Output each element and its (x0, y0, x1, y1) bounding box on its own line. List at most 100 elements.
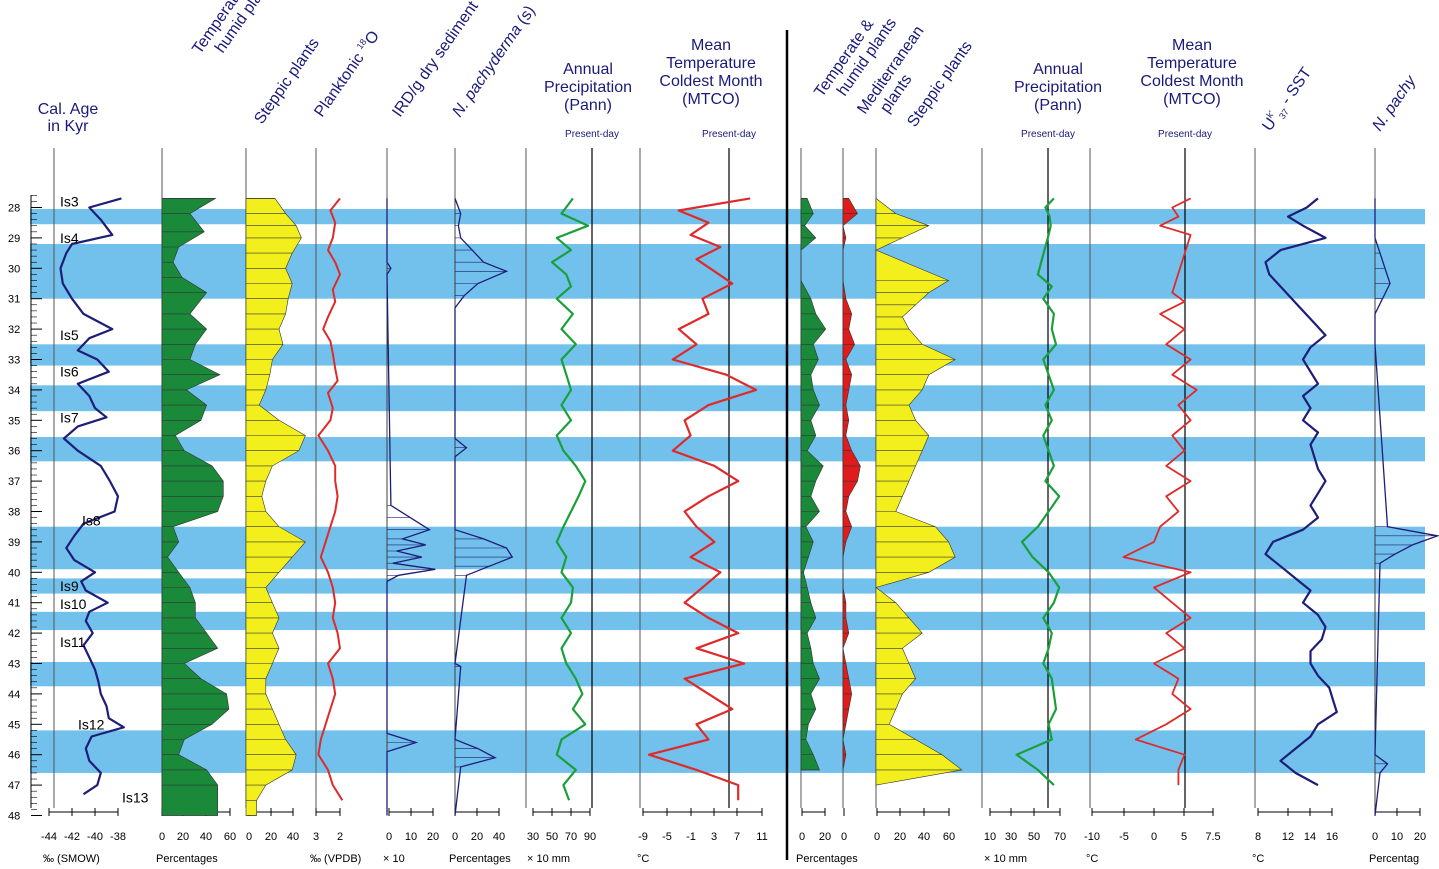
smow-tick-label: -44 (41, 831, 57, 843)
mtco_2-unit: °C (1086, 853, 1098, 865)
title-line: Steppic plants (904, 38, 976, 130)
temp_humid_1-tick-label: 20 (177, 831, 189, 843)
ird-tick-label: 20 (427, 831, 439, 843)
interstadial-label: Is8 (82, 513, 101, 529)
pann_1-tick-label: 50 (546, 831, 558, 843)
interstadial-label: Is5 (60, 327, 79, 343)
smow-tick-label: -40 (87, 831, 103, 843)
age-tick-label: 34 (8, 385, 20, 397)
title-superscript: 18 (355, 37, 369, 51)
sst-tick-label: 14 (1304, 831, 1316, 843)
mtco_1-title-line: Temperature (666, 55, 756, 72)
interstadial-label: Is6 (60, 364, 79, 380)
title-superscript: k' (1264, 109, 1276, 120)
steppic_1-title: Steppic plants (251, 35, 323, 127)
npachy_2-tick-label: 10 (1391, 831, 1403, 843)
age-tick-label: 36 (8, 446, 20, 458)
age-tick-label: 30 (8, 263, 20, 275)
smow-tick-label: -42 (64, 831, 80, 843)
pann_1-title-line: Precipitation (544, 79, 632, 96)
steppic_2-tick-label: 60 (943, 831, 955, 843)
mtco_2-tick-label: 5 (1181, 831, 1187, 843)
interstadial-label: Is10 (60, 596, 87, 612)
ird-tick-label: 10 (405, 831, 417, 843)
pann_2-tick-label: 10 (984, 831, 996, 843)
npachy_1-unit: Percentages (449, 853, 511, 865)
series-area (842, 198, 861, 770)
series-temp_humid_1 (161, 198, 230, 816)
pann_2-title-line: Precipitation (1014, 79, 1102, 96)
age-tick-label: 47 (8, 780, 20, 792)
mtco_1-unit: °C (637, 853, 649, 865)
age-tick-label: 33 (8, 355, 20, 367)
steppic_1-tick-label: 0 (246, 831, 252, 843)
mtco_1-tick-label: 7 (734, 831, 740, 843)
stadial-bands (30, 209, 1425, 773)
pann_2-tick-label: 30 (1005, 831, 1017, 843)
stadial-band-4 (30, 437, 1425, 462)
pann_2-tick-label: 70 (1054, 831, 1066, 843)
stadial-band-8 (30, 661, 1425, 687)
age-tick-label: 41 (8, 598, 20, 610)
temp_humid_1-title: Temperate &humid plants (189, 0, 278, 68)
series-steppic_2 (875, 197, 963, 786)
pann_1-tick-label: 70 (565, 831, 577, 843)
age-tick-label: 48 (8, 811, 20, 823)
sst-tick-label: 8 (1255, 831, 1261, 843)
title-part: N. pachy (1369, 72, 1420, 134)
series-smow (59, 197, 125, 796)
title-part: Planktonic (311, 46, 370, 120)
temp_humid_2-tick-label: 0 (799, 831, 805, 843)
stadial-band-9 (30, 730, 1425, 773)
pann_1-title-line: Annual (563, 61, 613, 78)
series-line (647, 197, 758, 801)
series-layer (59, 197, 1439, 816)
pann_2-present-label: Present-day (1021, 129, 1075, 140)
series-pann_1 (550, 197, 590, 801)
age-tick-label: 37 (8, 476, 20, 488)
steppic_2-title: Steppic plants (904, 38, 976, 130)
mtco_2-present-label: Present-day (1158, 129, 1212, 140)
sst-tick-label: 12 (1282, 831, 1294, 843)
age-tick-label: 45 (8, 719, 20, 731)
temp_humid_2-unit: Percentages (796, 853, 858, 865)
series-ird (386, 198, 436, 816)
ird-tick-label: 0 (386, 831, 392, 843)
planktonic-title: Planktonic 18O (310, 27, 383, 120)
title-line: Steppic plants (251, 35, 323, 127)
mtco_2-title-line: Temperature (1147, 55, 1237, 72)
npachy_2-unit: Percentag (1369, 853, 1419, 865)
title-part: - SST (1275, 64, 1315, 111)
pann_1-title-line: (Pann) (564, 97, 612, 114)
temp_humid_1-tick-label: 40 (200, 831, 212, 843)
interstadial-label: Is4 (60, 230, 79, 246)
mtco_2-tick-label: 7.5 (1205, 831, 1220, 843)
stadial-band-6 (30, 578, 1425, 594)
pann_1-present-label: Present-day (565, 129, 619, 140)
series-line (1264, 197, 1338, 787)
series-planktonic (317, 197, 344, 801)
age-axis-title: Cal. Age (38, 101, 99, 118)
stadial-band-1 (30, 243, 1425, 299)
age-tick-label: 32 (8, 324, 20, 336)
npachy_2-tick-label: 20 (1414, 831, 1426, 843)
interstadial-label: Is12 (78, 716, 105, 732)
age-tick-label: 38 (8, 507, 20, 519)
planktonic-tick-label: 3 (313, 831, 319, 843)
series-mtco_2 (1122, 197, 1198, 786)
interstadial-label: Is9 (60, 578, 79, 594)
series-steppic_1 (245, 198, 306, 816)
age-tick-label: 35 (8, 415, 20, 427)
npachy_1-tick-label: 20 (471, 831, 483, 843)
series-pann_2 (1015, 197, 1061, 786)
series-line (454, 198, 514, 816)
stadial-band-5 (30, 526, 1425, 570)
age-tick-label: 46 (8, 750, 20, 762)
mtco_1-tick-label: 3 (711, 831, 717, 843)
age-axis: 28 29 30 31 32 33 34 35 36 37 38 39 40 41 42 43 44 45 46 47… (8, 101, 98, 823)
title-subscript: 37 (1277, 107, 1291, 121)
series-sst (1264, 197, 1338, 787)
mtco_2-tick-label: 0 (1151, 831, 1157, 843)
